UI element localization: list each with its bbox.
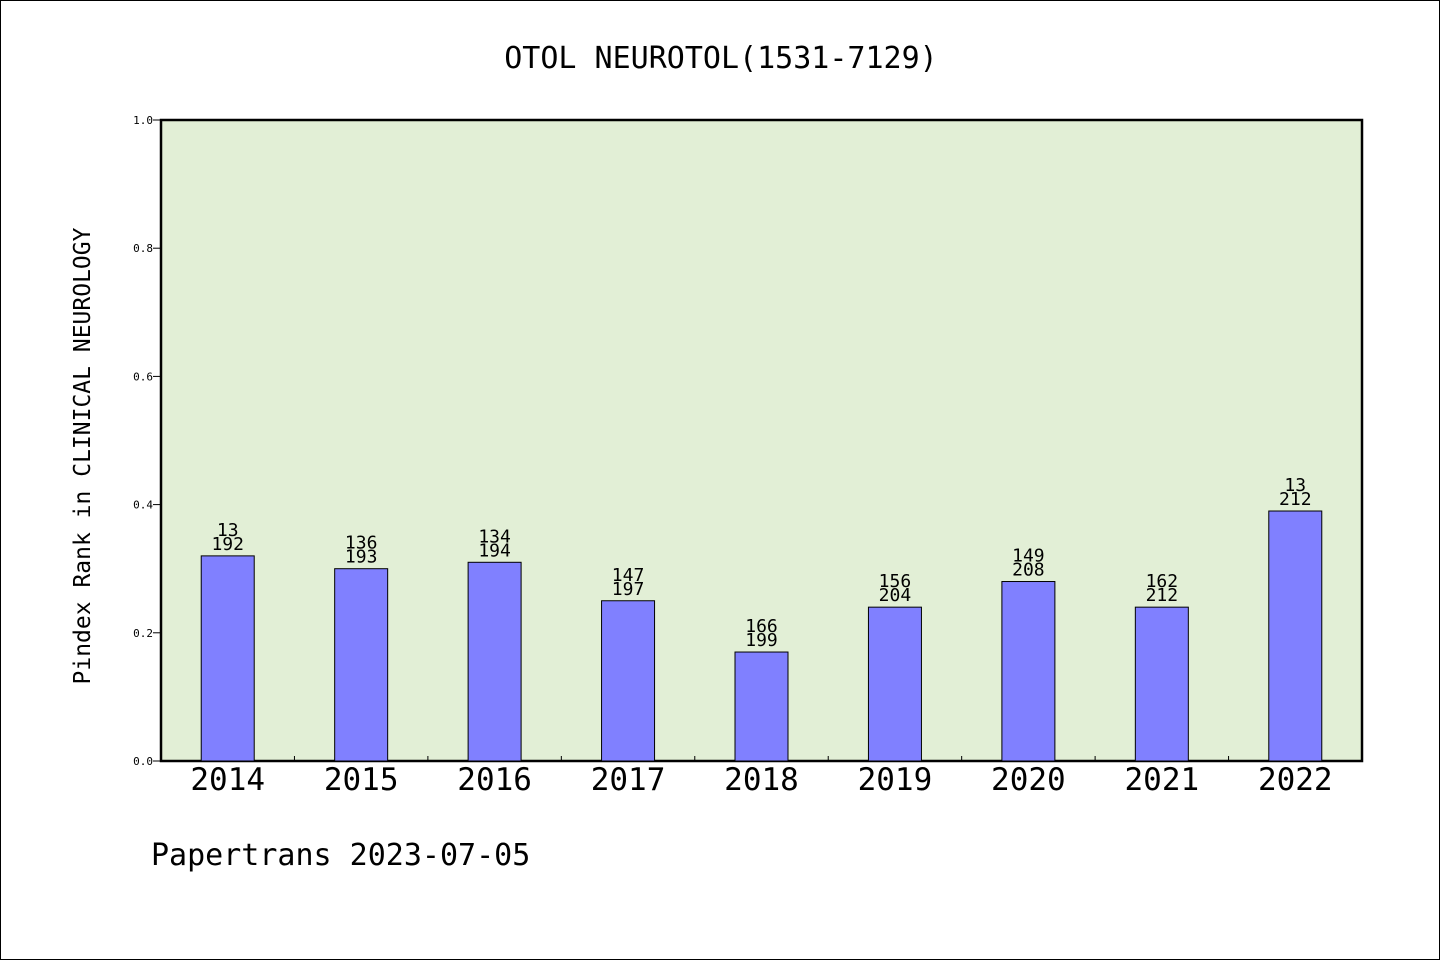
- x-tick-label: 2020: [991, 762, 1066, 798]
- y-tick-label: 0.4: [133, 499, 153, 512]
- x-tick-label: 2018: [724, 762, 799, 798]
- bar-rank-label: 13: [1284, 475, 1306, 496]
- x-tick-label: 2014: [190, 762, 265, 798]
- bar: [1134, 606, 1189, 762]
- bar-total-label: 212: [1279, 489, 1312, 510]
- bar-total-label: 194: [478, 540, 511, 561]
- y-axis-label: Pindex Rank in CLINICAL NEUROLOGY: [70, 227, 96, 684]
- bar-rank-label: 136: [345, 533, 378, 554]
- bar-rank-label: 166: [745, 616, 778, 637]
- bar-total-label: 204: [879, 585, 912, 606]
- bar-rank-label: 134: [478, 526, 511, 547]
- bar: [334, 568, 389, 762]
- bar: [200, 555, 255, 762]
- x-tick-label: 2022: [1258, 762, 1333, 798]
- y-tick-label: 0.6: [133, 370, 153, 383]
- x-tick-label: 2015: [324, 762, 399, 798]
- y-tick-label: 0.8: [133, 242, 153, 255]
- x-tick-label: 2021: [1125, 762, 1200, 798]
- bar: [867, 606, 922, 762]
- footer-credit: Papertrans 2023-07-05: [151, 838, 530, 873]
- bar: [467, 561, 522, 762]
- x-tick-label: 2019: [858, 762, 933, 798]
- y-tick-label: 0.0: [133, 755, 153, 768]
- bar: [601, 600, 656, 762]
- bar-total-label: 197: [612, 579, 645, 600]
- bar: [1268, 510, 1323, 762]
- y-axis-ticks: 0.0 0.2 0.4 0.6 0.8 1.0: [133, 114, 161, 768]
- bars: [200, 510, 1323, 762]
- x-tick-label: 2016: [457, 762, 532, 798]
- bar-total-label: 193: [345, 547, 378, 568]
- bar-rank-label: 147: [612, 565, 645, 586]
- bar-rank-label: 13: [217, 520, 239, 541]
- bar: [1001, 581, 1056, 762]
- x-tick-label: 2017: [591, 762, 666, 798]
- bar-rank-label: 162: [1146, 571, 1179, 592]
- bar-total-label: 192: [211, 534, 244, 555]
- bar: [734, 651, 789, 762]
- bar-rank-label: 149: [1012, 546, 1045, 567]
- chart-title: OTOL NEUROTOL(1531-7129): [504, 41, 937, 76]
- x-axis-ticks: 2014 2015 2016 2017 2018 2019 2020 2021 2022: [190, 756, 1333, 798]
- y-tick-label: 1.0: [133, 114, 153, 127]
- bar-total-label: 208: [1012, 560, 1045, 581]
- bar-total-label: 212: [1146, 585, 1179, 606]
- bar-total-label: 199: [745, 630, 778, 651]
- y-tick-label: 0.2: [133, 627, 153, 640]
- bar-rank-label: 156: [879, 571, 912, 592]
